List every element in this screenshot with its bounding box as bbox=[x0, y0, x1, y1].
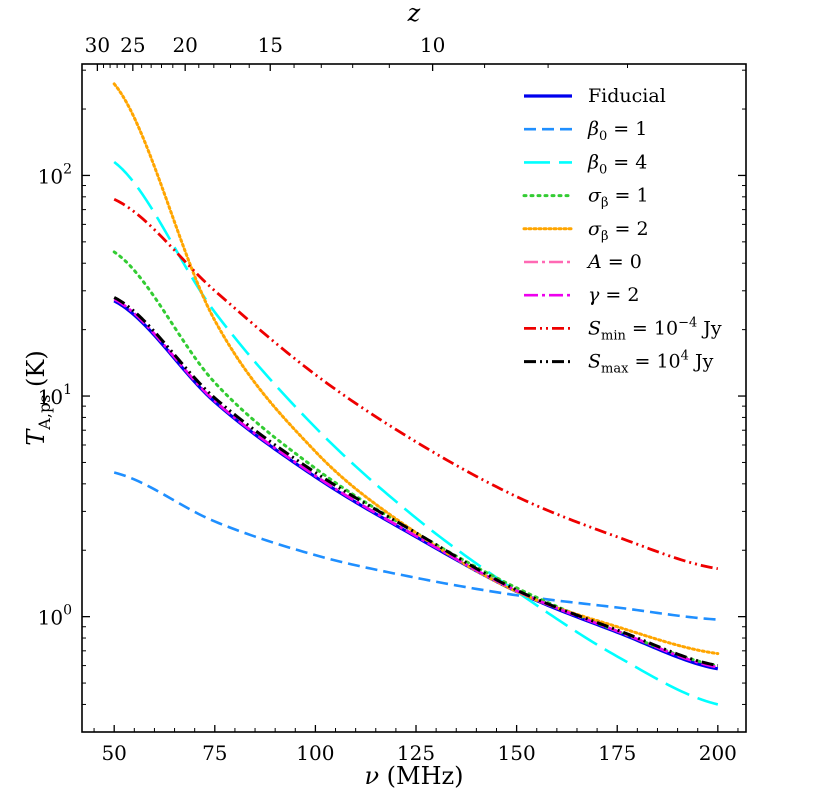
z-tick-label: 20 bbox=[172, 33, 197, 57]
x-tick-label: 75 bbox=[202, 741, 227, 765]
z-tick-label: 30 bbox=[85, 33, 110, 57]
y-axis-title: TA,ps (K) bbox=[22, 350, 54, 445]
series-line-8 bbox=[113, 296, 719, 668]
legend-label-0: Fiducial bbox=[588, 85, 666, 107]
x-tick-label: 100 bbox=[296, 741, 334, 765]
x-tick-label: 125 bbox=[397, 741, 435, 765]
legend-label-8: Smax = 104 Jy bbox=[588, 349, 714, 377]
y-tick-label: 100 bbox=[38, 603, 72, 630]
x-tick-label: 200 bbox=[699, 741, 737, 765]
legend-label-1: β0 = 1 bbox=[587, 118, 647, 144]
x-axis-title: ν (MHz) bbox=[364, 762, 463, 790]
y-tick-label: 101 bbox=[38, 382, 72, 409]
ticks-layer: 50 75 100 125 150 175 200 30 25 20 15 10 100 101 102 bbox=[38, 33, 746, 765]
x-tick-label: 150 bbox=[498, 741, 536, 765]
legend-label-2: β0 = 4 bbox=[587, 151, 647, 177]
x-tick-label: 175 bbox=[598, 741, 636, 765]
series-line-4 bbox=[112, 82, 720, 656]
series-line-7 bbox=[113, 197, 719, 571]
x-tick-label: 50 bbox=[101, 741, 126, 765]
legend-label-4: σβ = 2 bbox=[588, 218, 649, 244]
series-line-0 bbox=[113, 299, 719, 671]
top-axis-title: z bbox=[407, 0, 421, 27]
legend-label-3: σβ = 1 bbox=[588, 185, 649, 211]
series-line-3 bbox=[112, 250, 720, 668]
series-line-6 bbox=[113, 297, 719, 669]
z-tick-label: 10 bbox=[420, 33, 445, 57]
legend: Fiducial β0 = 1 β0 = 4 σβ = 1 σβ = 2 A = 0 γ =… bbox=[522, 85, 722, 377]
legend-label-5: A = 0 bbox=[586, 251, 642, 273]
series-line-2 bbox=[113, 161, 719, 706]
series-line-1 bbox=[113, 471, 718, 621]
z-tick-label: 25 bbox=[120, 33, 145, 57]
series-layer bbox=[112, 82, 720, 706]
legend-label-7: Smin = 10−4 Jy bbox=[588, 315, 722, 343]
z-tick-label: 15 bbox=[258, 33, 283, 57]
plot-frame bbox=[81, 63, 747, 733]
series-line-5 bbox=[113, 297, 719, 669]
legend-label-6: γ = 2 bbox=[588, 284, 639, 306]
y-tick-label: 102 bbox=[38, 161, 72, 188]
